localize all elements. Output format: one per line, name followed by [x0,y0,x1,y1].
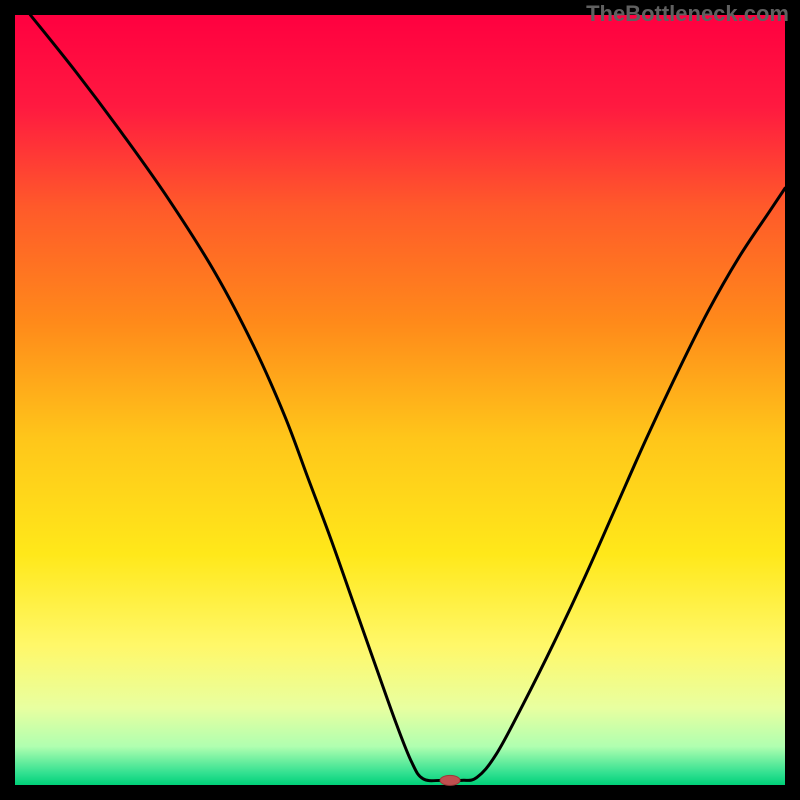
optimal-marker [440,775,460,785]
plot-area [15,15,785,785]
bottleneck-chart: TheBottleneck.com [0,0,800,800]
attribution-text: TheBottleneck.com [586,1,789,26]
